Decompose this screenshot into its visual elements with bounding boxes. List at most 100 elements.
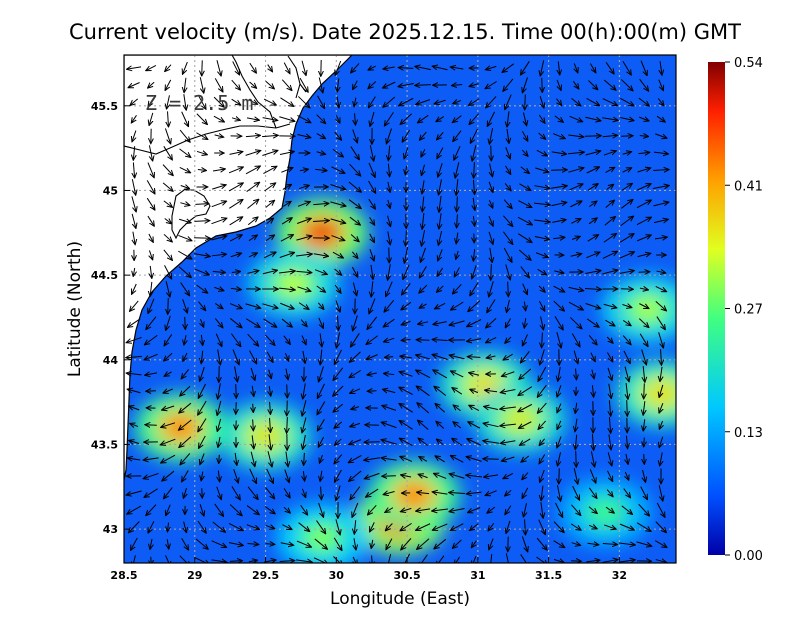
velocity-arrow (245, 135, 260, 136)
velocity-arrow (163, 233, 172, 241)
velocity-arrow (381, 458, 397, 460)
velocity-arrow (179, 219, 191, 222)
velocity-arrow (144, 353, 158, 359)
velocity-arrow (538, 420, 547, 429)
velocity-arrow (603, 234, 616, 243)
velocity-arrow (179, 402, 192, 413)
velocity-arrow (467, 492, 482, 494)
velocity-arrow (660, 366, 662, 381)
velocity-arrow (320, 333, 322, 346)
velocity-arrow (128, 389, 141, 392)
velocity-arrow (350, 146, 359, 160)
velocity-arrow (417, 386, 430, 397)
velocity-arrow (568, 301, 583, 310)
y-tick-label: 45 (103, 184, 118, 197)
velocity-arrow (518, 386, 533, 396)
velocity-arrow (371, 539, 372, 548)
velocity-arrow (383, 389, 396, 392)
speed-core (473, 376, 496, 395)
velocity-arrow (551, 186, 567, 188)
velocity-arrow (263, 166, 276, 175)
velocity-arrow (418, 474, 428, 477)
velocity-arrow (506, 520, 511, 533)
velocity-arrow (130, 424, 139, 427)
velocity-arrow (592, 369, 594, 379)
velocity-arrow (500, 407, 516, 409)
y-tick-label: 44 (103, 354, 119, 367)
velocity-arrow (371, 264, 373, 279)
velocity-arrow (639, 136, 648, 137)
velocity-arrow (576, 386, 577, 395)
velocity-arrow (164, 128, 170, 143)
velocity-arrow (518, 200, 531, 208)
velocity-arrow (196, 132, 207, 140)
velocity-arrow (585, 271, 600, 274)
velocity-arrow (519, 368, 532, 379)
velocity-arrow (489, 128, 492, 144)
velocity-arrow (269, 369, 272, 379)
velocity-arrow (217, 400, 222, 415)
velocity-arrow (163, 146, 172, 159)
velocity-arrow (505, 318, 511, 327)
velocity-arrow (303, 434, 306, 449)
velocity-arrow (489, 199, 492, 208)
velocity-arrow (165, 555, 171, 563)
velocity-arrow (303, 350, 305, 363)
velocity-arrow (143, 472, 159, 478)
velocity-arrow (168, 111, 169, 126)
velocity-arrow (453, 130, 462, 142)
speed-core (311, 223, 334, 242)
velocity-arrow (166, 504, 171, 516)
velocity-arrow (145, 373, 158, 375)
velocity-arrow (302, 400, 307, 416)
velocity-arrow (415, 85, 431, 86)
velocity-arrow (132, 179, 135, 195)
velocity-arrow (133, 555, 136, 563)
velocity-arrow (216, 486, 221, 500)
velocity-arrow (455, 267, 460, 276)
velocity-arrow (534, 220, 550, 222)
velocity-arrow (270, 417, 271, 432)
velocity-arrow (230, 333, 240, 347)
colorbar-ticks: 0.00 0.13 0.27 0.41 0.54 (725, 56, 763, 564)
velocity-arrow (368, 162, 375, 177)
velocity-arrow (200, 366, 205, 381)
velocity-arrow (296, 218, 311, 224)
velocity-arrow (505, 489, 512, 495)
velocity-arrow (586, 167, 599, 174)
velocity-arrow (129, 406, 140, 410)
velocity-arrow (252, 385, 254, 396)
velocity-arrow (370, 111, 375, 126)
velocity-arrow (199, 77, 203, 93)
velocity-arrow (335, 349, 342, 364)
velocity-arrow (179, 436, 192, 448)
velocity-arrow (558, 366, 560, 381)
velocity-arrow (490, 163, 493, 177)
velocity-arrow (330, 184, 346, 189)
velocity-arrow (568, 135, 583, 137)
velocity-arrow (540, 469, 545, 482)
velocity-arrow (335, 519, 340, 534)
velocity-arrow (436, 421, 445, 429)
velocity-arrow (638, 97, 649, 106)
velocity-arrow (353, 282, 356, 296)
velocity-arrow (150, 265, 152, 278)
velocity-arrow (419, 554, 428, 563)
colorbar-gradient (708, 62, 725, 555)
velocity-arrow (659, 384, 663, 397)
velocity-arrow (620, 216, 634, 227)
velocity-arrow (126, 356, 142, 357)
velocity-arrow (534, 203, 550, 205)
velocity-arrow (620, 118, 633, 121)
velocity-arrow (184, 335, 186, 344)
velocity-arrow (218, 383, 221, 399)
velocity-arrow (297, 286, 310, 291)
velocity-arrow (636, 184, 651, 191)
velocity-arrow (164, 372, 172, 376)
velocity-arrow (406, 197, 407, 210)
velocity-arrow (369, 216, 375, 225)
land-mass (124, 55, 353, 481)
velocity-arrow (538, 366, 547, 381)
velocity-arrow (279, 561, 295, 562)
x-axis: 28.5 29 29.5 30 30.5 31 31.5 32 (110, 557, 627, 582)
